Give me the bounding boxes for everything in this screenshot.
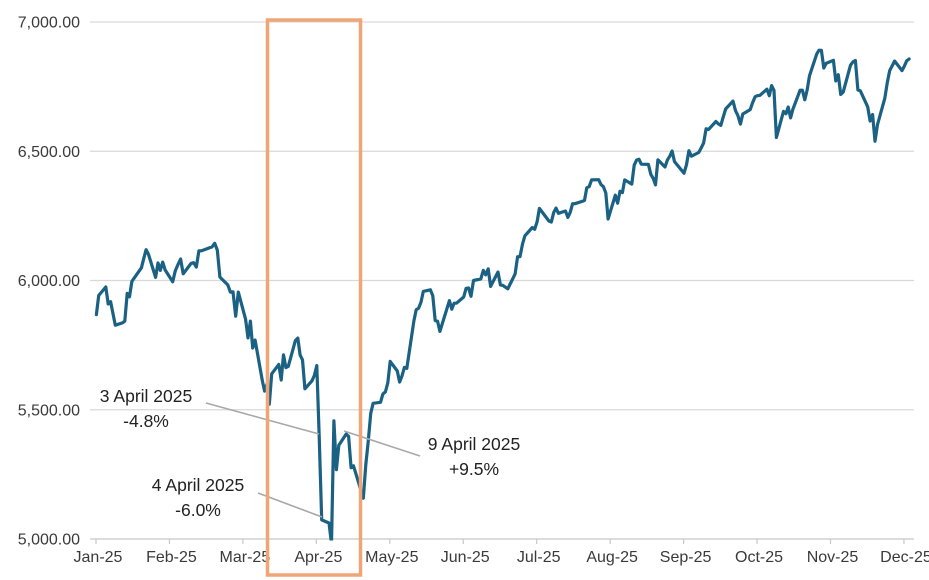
y-tick-label: 7,000.00 — [18, 15, 80, 32]
x-tick-label: Sep-25 — [660, 549, 712, 566]
x-axis-labels: Jan-25 Feb-25 Mar-25 Apr-25 May-25 Jun-25 Jul-… — [74, 549, 929, 566]
annotation-3-april: 3 April 2025 -4.8% — [100, 384, 192, 434]
x-tick-label: Mar-25 — [220, 549, 271, 566]
annotation-4-april: 4 April 2025 -6.0% — [152, 473, 244, 523]
x-tick-label: Jun-25 — [441, 549, 490, 566]
y-tick-label: 5,000.00 — [18, 532, 80, 549]
y-tick-label: 6,000.00 — [18, 273, 80, 290]
annotation-9-april: 9 April 2025 +9.5% — [428, 432, 520, 482]
leader-line-4-9 — [343, 430, 421, 457]
price-line-group — [94, 48, 911, 541]
x-tick-label: Apr-25 — [294, 549, 342, 566]
x-tick-label: May-25 — [365, 549, 418, 566]
y-gridlines — [90, 21, 914, 540]
x-tick-label: Jan-25 — [74, 549, 123, 566]
x-tick-label: Oct-25 — [735, 549, 783, 566]
annotation-pct: -6.0% — [175, 500, 221, 520]
x-tick-label: Feb-25 — [146, 549, 197, 566]
annotation-date: 3 April 2025 — [99, 386, 193, 406]
x-tick-label: Aug-25 — [586, 549, 638, 566]
annotation-pct: -4.8% — [123, 411, 169, 431]
annotation-date: 4 April 2025 — [151, 475, 245, 495]
annotation-pct: +9.5% — [448, 459, 500, 479]
x-tick-label: Nov-25 — [807, 549, 859, 566]
y-axis-labels: 7,000.00 6,500.00 6,000.00 5,500.00 5,000.00 — [18, 15, 80, 549]
y-tick-label: 5,500.00 — [18, 402, 80, 419]
price-line — [94, 48, 911, 541]
annotation-date: 9 April 2025 — [427, 434, 521, 454]
leader-line-4-3 — [205, 402, 320, 435]
x-tick-label: Jul-25 — [517, 549, 561, 566]
x-axis-ticks — [95, 539, 905, 544]
highlight-box — [265, 18, 363, 577]
x-tick-label: Dec-25 — [880, 549, 929, 566]
y-tick-label: 6,500.00 — [18, 144, 80, 161]
